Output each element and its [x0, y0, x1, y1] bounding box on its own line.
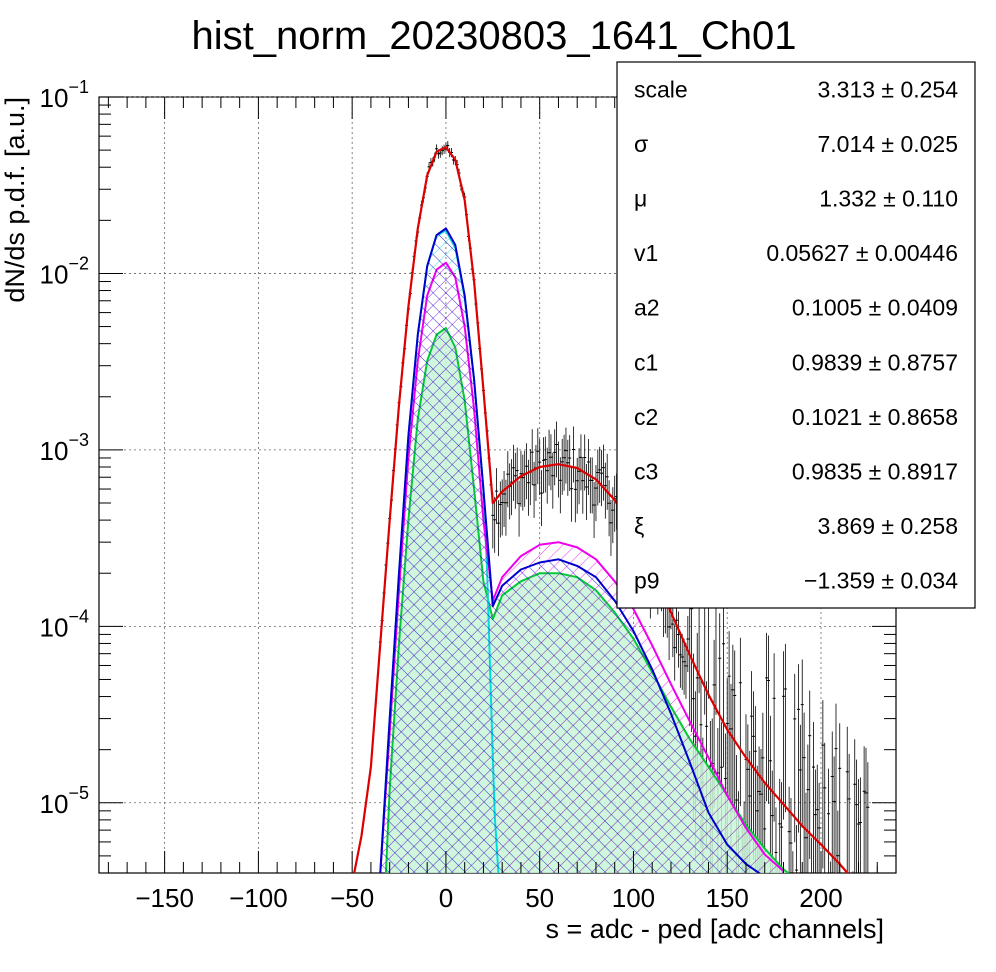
x-tick-label: 150	[706, 883, 749, 913]
stat-name: ξ	[634, 513, 644, 539]
stat-value: 3.313 ± 0.254	[817, 76, 958, 102]
axes: −150 −100 −50 0 50 100 150 200 10−5 10−4 10−3 10−2 1…	[40, 77, 897, 913]
stat-value: 0.1005 ± 0.0409	[792, 295, 958, 321]
x-tick-label: 200	[799, 883, 842, 913]
stat-name: σ	[634, 131, 648, 157]
stat-value: 0.1021 ± 0.8658	[792, 404, 958, 430]
stat-name: c2	[634, 404, 658, 430]
y-tick-label: 10−4	[40, 606, 89, 642]
stat-value: 1.332 ± 0.110	[819, 186, 958, 212]
component-curve	[379, 227, 761, 873]
stat-value: 0.9835 ± 0.8917	[792, 459, 958, 485]
stats-box: scale 3.313 ± 0.254 σ 7.014 ± 0.025 μ 1.332 ±…	[616, 61, 976, 609]
y-tick-label: 10−1	[40, 77, 89, 113]
stat-name: a2	[634, 295, 660, 321]
stat-name: scale	[634, 76, 688, 102]
stat-value: −1.359 ± 0.034	[804, 568, 958, 594]
stat-value: 0.05627 ± 0.00446	[766, 240, 958, 266]
x-tick-label: −150	[135, 883, 194, 913]
stat-name: μ	[634, 186, 647, 212]
fit-curves	[353, 146, 849, 873]
y-tick-label: 10−5	[40, 783, 89, 819]
y-tick-label: 10−3	[40, 430, 89, 466]
stat-value: 7.014 ± 0.025	[817, 131, 958, 157]
stat-name: v1	[634, 240, 658, 266]
x-axis-label: s = adc - ped [adc channels]	[546, 914, 884, 944]
stat-name: p9	[634, 568, 660, 594]
x-tick-label: −100	[229, 883, 288, 913]
chart-title: hist_norm_20230803_1641_Ch01	[192, 14, 797, 58]
x-tick-label: 100	[612, 883, 655, 913]
stat-value: 0.9839 ± 0.8757	[792, 349, 958, 375]
stat-value: 3.869 ± 0.258	[817, 513, 958, 539]
stat-name: c1	[634, 349, 658, 375]
y-axis-label: dN/ds p.d.f. [a.u.]	[0, 97, 30, 303]
y-tick-label: 10−2	[40, 253, 89, 289]
x-tick-label: 50	[525, 883, 554, 913]
x-tick-label: −50	[330, 883, 374, 913]
total-fit-curve	[353, 146, 849, 873]
x-tick-label: 0	[439, 883, 453, 913]
component-hatch	[380, 228, 765, 873]
stat-name: c3	[634, 459, 658, 485]
